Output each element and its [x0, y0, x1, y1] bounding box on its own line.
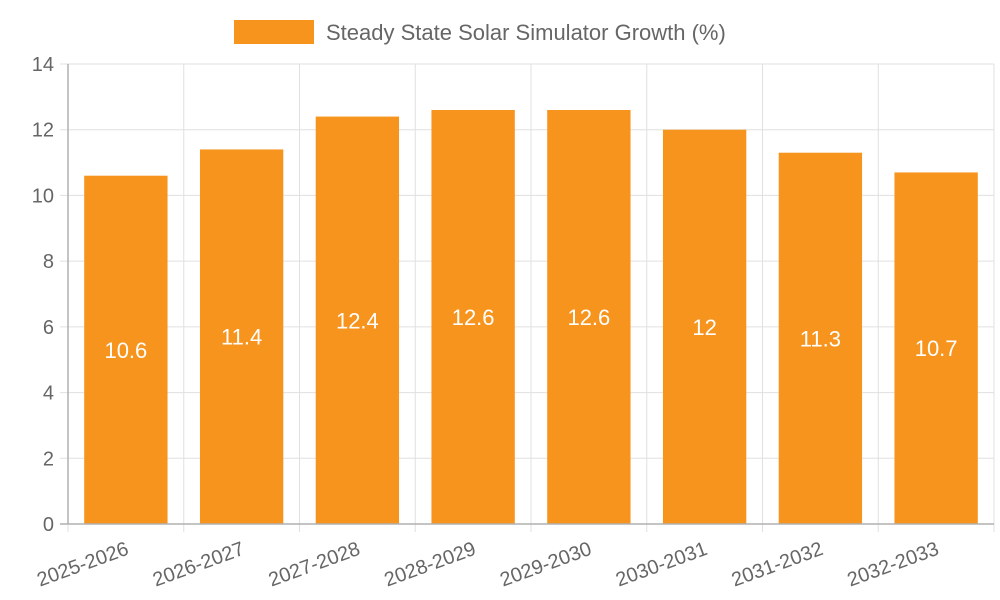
legend-swatch	[234, 20, 314, 44]
data-label: 12.4	[336, 308, 379, 333]
x-tick-labels: 2025-2026 2026-2027 2027-2028 2028-2029 2029…	[34, 538, 942, 591]
y-tick-label: 14	[32, 54, 54, 76]
x-tick-label: 2032-2033	[844, 538, 941, 591]
x-tick-label: 2031-2032	[729, 538, 826, 591]
data-label: 12.6	[567, 305, 610, 330]
data-label: 12	[692, 315, 716, 340]
axes	[60, 64, 994, 525]
bar-2030-2031[interactable]	[662, 129, 747, 524]
y-tick-label: 0	[43, 514, 54, 536]
data-label: 11.4	[221, 325, 262, 350]
legend-label: Steady State Solar Simulator Growth (%)	[326, 20, 726, 45]
y-tick-label: 2	[43, 448, 54, 470]
y-tick-label: 4	[43, 383, 54, 405]
data-label: 12.6	[452, 305, 495, 330]
x-tick-label: 2030-2031	[613, 538, 710, 591]
y-tick-label: 6	[43, 317, 54, 339]
y-tick-label: 10	[32, 185, 54, 207]
x-tick-label: 2027-2028	[266, 538, 363, 591]
x-tick-label: 2028-2029	[381, 538, 478, 591]
bar-2028-2029[interactable]	[431, 110, 515, 524]
data-label: 10.6	[104, 338, 147, 363]
data-label: 10.7	[915, 336, 958, 361]
bars	[84, 110, 978, 525]
bar-2032-2033[interactable]	[894, 172, 978, 524]
x-tick-label: 2026-2027	[150, 538, 247, 591]
bar-2029-2030[interactable]	[547, 110, 631, 524]
y-tick-labels: 0 2 4 6 8 10 12 14	[32, 54, 54, 536]
x-tick-label: 2025-2026	[34, 538, 131, 591]
y-tick-label: 12	[32, 120, 54, 142]
data-label: 11.3	[800, 326, 841, 351]
bar-2027-2028[interactable]	[315, 116, 400, 525]
y-tick-label: 8	[43, 251, 54, 273]
data-labels: 10.6 11.4 12.4 12.6 12.6 12 11.3 10.7	[104, 305, 957, 363]
x-tick-label: 2029-2030	[497, 538, 594, 591]
legend[interactable]: Steady State Solar Simulator Growth (%)	[234, 20, 726, 45]
bar-2031-2032[interactable]	[778, 152, 863, 524]
bar-2026-2027[interactable]	[199, 149, 284, 524]
bar-2025-2026[interactable]	[84, 175, 168, 524]
